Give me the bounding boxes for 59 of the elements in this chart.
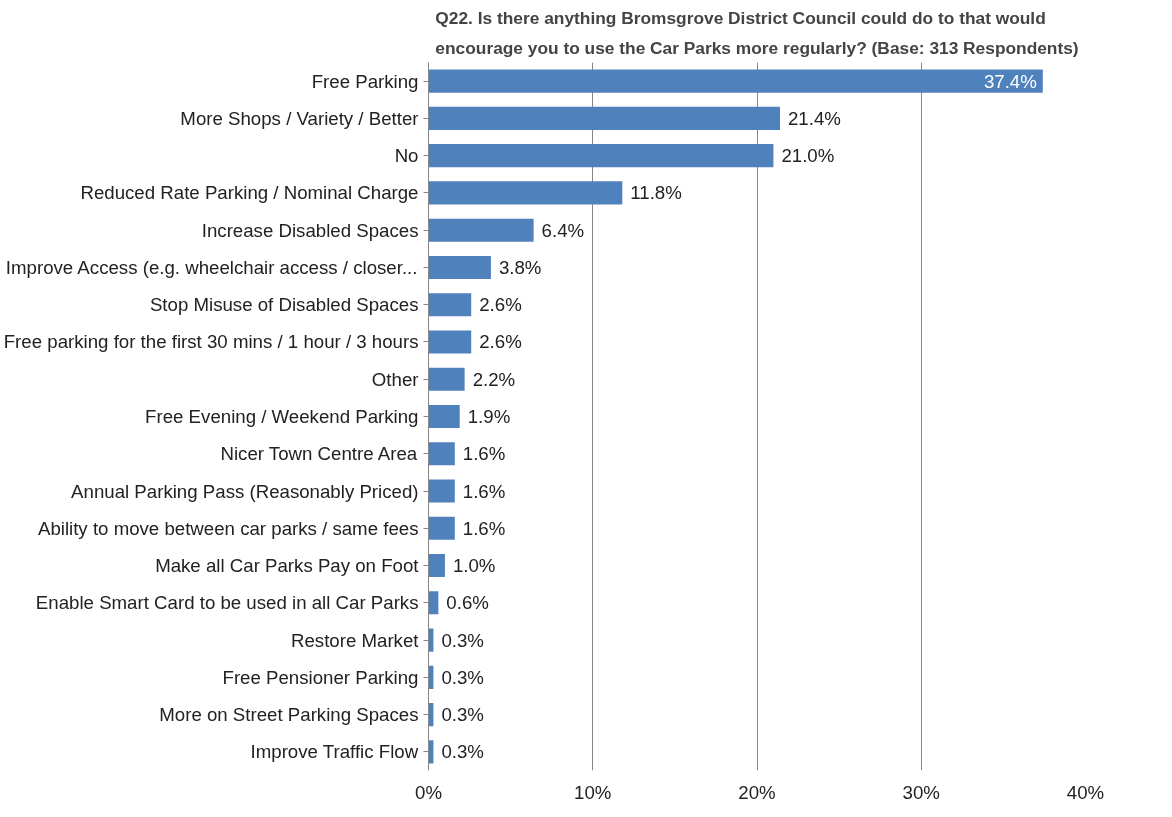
y-tick-label: Free Pensioner Parking bbox=[222, 666, 419, 688]
y-tick-label: Annual Parking Pass (Reasonably Priced) bbox=[71, 480, 419, 502]
bar bbox=[428, 181, 623, 205]
bar bbox=[428, 144, 774, 168]
x-tick-label: 0% bbox=[415, 781, 442, 803]
data-label: 1.6% bbox=[462, 443, 506, 465]
y-tick-label: No bbox=[394, 145, 419, 167]
y-tick-label: Make all Car Parks Pay on Foot bbox=[155, 555, 420, 577]
bar bbox=[428, 69, 1043, 93]
x-tick-label: 40% bbox=[1066, 781, 1105, 803]
y-tick-label: Improve Access (e.g. wheelchair access / closer... bbox=[5, 256, 418, 278]
data-label: 3.8% bbox=[498, 256, 542, 278]
y-tick-label: Free Parking bbox=[311, 70, 419, 92]
y-tick-label: Improve Traffic Flow bbox=[250, 741, 419, 763]
data-label: 0.3% bbox=[441, 704, 484, 726]
data-label: 37.4% bbox=[983, 70, 1037, 92]
data-label: 0.6% bbox=[446, 592, 489, 614]
y-tick-label: Other bbox=[371, 368, 419, 390]
x-tick-label: 20% bbox=[738, 781, 776, 803]
bar bbox=[428, 516, 455, 540]
data-label: 2.2% bbox=[472, 368, 516, 390]
x-tick-label: 30% bbox=[902, 781, 940, 803]
y-tick-label: Increase Disabled Spaces bbox=[201, 219, 419, 241]
bar bbox=[428, 554, 445, 578]
y-tick-label: Free parking for the first 30 mins / 1 hour / 3 hours bbox=[3, 331, 419, 353]
bar bbox=[428, 442, 455, 466]
data-label: 6.4% bbox=[541, 219, 585, 241]
bar bbox=[428, 591, 439, 615]
y-tick-label: Stop Misuse of Disabled Spaces bbox=[149, 294, 419, 316]
y-tick-label: Reduced Rate Parking / Nominal Charge bbox=[80, 182, 419, 204]
data-label: 21.4% bbox=[787, 107, 841, 129]
bar bbox=[428, 106, 780, 130]
y-tick-label: Nicer Town Centre Area bbox=[220, 443, 418, 465]
data-label: 0.3% bbox=[441, 666, 484, 688]
y-tick-label: Enable Smart Card to be used in all Car Parks bbox=[35, 592, 419, 614]
bar bbox=[428, 330, 472, 354]
y-tick-label: More on Street Parking Spaces bbox=[159, 704, 419, 726]
data-label: 0.3% bbox=[441, 741, 484, 763]
y-tick-label: Restore Market bbox=[290, 629, 420, 651]
data-label: 21.0% bbox=[781, 145, 835, 167]
data-label: 2.6% bbox=[479, 331, 522, 353]
data-label: 1.6% bbox=[462, 517, 506, 539]
data-label: 0.3% bbox=[441, 629, 484, 651]
data-label: 1.0% bbox=[452, 555, 496, 577]
data-label: 1.6% bbox=[462, 480, 506, 502]
x-tick-label: 10% bbox=[574, 781, 612, 803]
bar bbox=[428, 293, 472, 317]
chart-title: Q22. Is there anything Bromsgrove District Council could do to that would encourage you to use the Car Parks more regularly? (Base: 313 Respondents) bbox=[435, 7, 1079, 58]
bar bbox=[428, 218, 534, 242]
data-label: 11.8% bbox=[630, 182, 682, 204]
y-tick-label: More Shops / Variety / Better bbox=[180, 107, 419, 129]
bar bbox=[428, 255, 491, 279]
bar bbox=[428, 367, 465, 391]
bar bbox=[428, 479, 455, 503]
y-tick-label: Free Evening / Weekend Parking bbox=[145, 406, 419, 427]
data-label: 2.6% bbox=[479, 294, 522, 316]
y-tick-label: Ability to move between car parks / same fees bbox=[37, 517, 419, 539]
bar bbox=[428, 404, 460, 429]
data-label: 1.9% bbox=[467, 406, 511, 427]
